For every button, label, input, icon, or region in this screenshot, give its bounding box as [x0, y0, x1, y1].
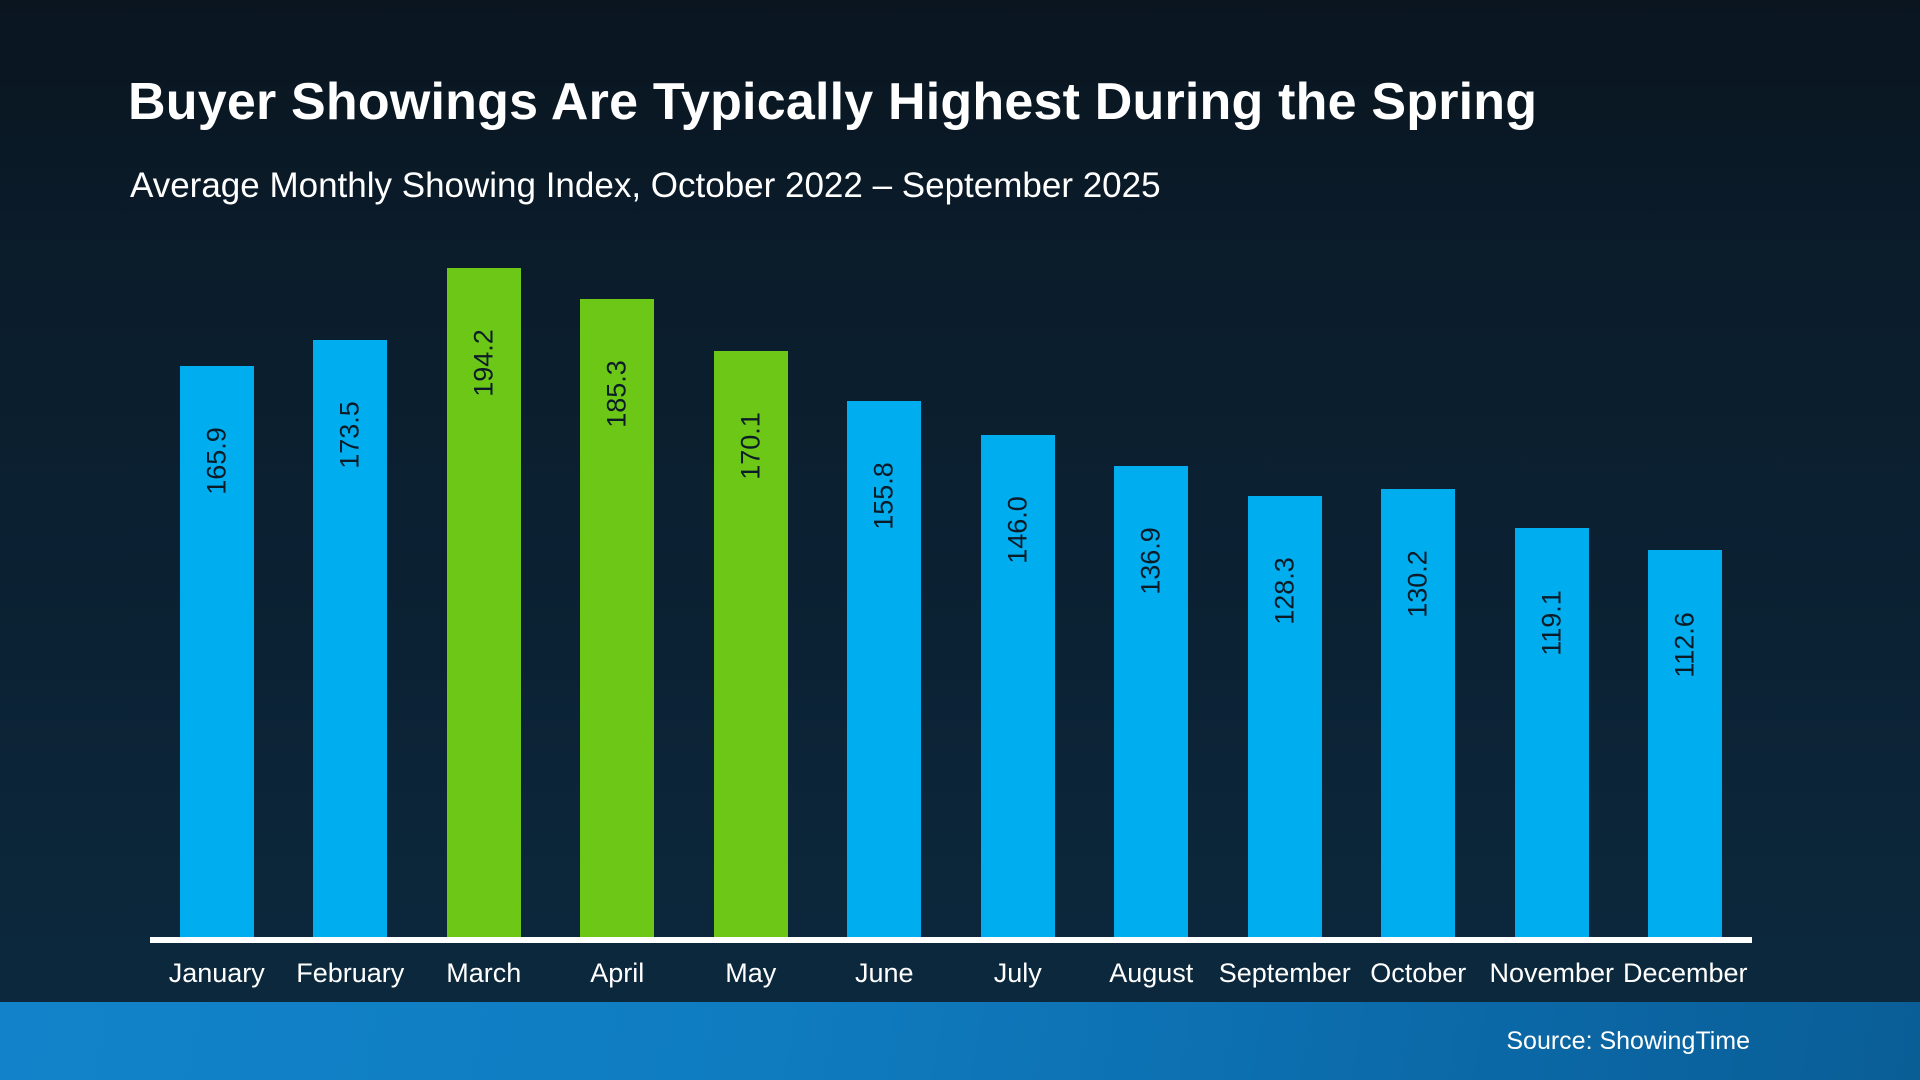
x-axis-label-august: August [1109, 958, 1194, 988]
bar-value-label-march: 194.2 [468, 329, 499, 397]
bar-slot-march: 194.2 [417, 268, 551, 940]
x-axis-label-february: February [296, 958, 405, 988]
bar-october: 130.2 [1381, 489, 1456, 940]
bar-september: 128.3 [1247, 496, 1322, 940]
x-axis-label-july: July [993, 958, 1042, 988]
bar-august: 136.9 [1114, 466, 1189, 940]
bar-may: 170.1 [713, 351, 788, 940]
chart-title: Buyer Showings Are Typically Highest Dur… [128, 73, 1538, 131]
bar-february: 173.5 [313, 340, 388, 940]
bar-value-label-september: 128.3 [1269, 557, 1300, 625]
bar-plot-area: 165.9 173.5 194.2 185.3 170.1 155.8 146.0 136.9… [150, 268, 1752, 940]
x-axis-label-october: October [1370, 958, 1467, 988]
bar-slot-january: 165.9 [150, 268, 284, 940]
x-axis-labels: January February March April May June July Augu… [150, 958, 1752, 989]
bar-slot-july: 146.0 [951, 268, 1085, 940]
bar-value-label-november: 119.1 [1536, 590, 1567, 656]
bar-november: 119.1 [1514, 528, 1589, 940]
bar-value-label-june: 155.8 [868, 462, 899, 530]
bar-june: 155.8 [847, 401, 922, 940]
bar-value-label-july: 146.0 [1002, 496, 1033, 564]
bar-slot-november: 119.1 [1485, 268, 1619, 940]
bar-value-label-april: 185.3 [601, 360, 632, 428]
bar-december: 112.6 [1648, 550, 1723, 940]
bar-march: 194.2 [446, 268, 521, 940]
bar-value-label-january: 165.9 [201, 427, 232, 495]
bar-slot-june: 155.8 [818, 268, 952, 940]
x-axis-label-may: May [725, 958, 777, 988]
bar-slot-august: 136.9 [1085, 268, 1219, 940]
bar-slot-february: 173.5 [284, 268, 418, 940]
bar-value-label-may: 170.1 [735, 412, 766, 480]
bar-january: 165.9 [179, 366, 254, 940]
x-axis-label-september: September [1218, 958, 1351, 988]
bar-value-label-august: 136.9 [1135, 527, 1166, 595]
bar-value-label-february: 173.5 [334, 401, 365, 469]
chart-subtitle: Average Monthly Showing Index, October 2… [130, 166, 1161, 205]
x-axis-label-march: March [446, 958, 522, 988]
x-axis-label-june: June [854, 958, 914, 988]
footer-band: Source: ShowingTime [0, 1002, 1920, 1080]
x-axis-label-january: January [168, 958, 265, 988]
bar-slot-may: 170.1 [684, 268, 818, 940]
x-axis-line [150, 937, 1752, 943]
bar-slot-october: 130.2 [1352, 268, 1486, 940]
bar-july: 146.0 [980, 435, 1055, 940]
x-axis-label-april: April [590, 958, 645, 988]
x-axis-label-november: November [1489, 958, 1615, 988]
bar-slot-december: 112.6 [1619, 268, 1753, 940]
bar-april: 185.3 [580, 299, 655, 940]
bar-value-label-december: 112.6 [1669, 612, 1700, 678]
x-axis-label-december: December [1622, 958, 1748, 988]
source-credit: Source: ShowingTime [1506, 1026, 1750, 1055]
bar-slot-april: 185.3 [551, 268, 685, 940]
bar-value-label-october: 130.2 [1402, 550, 1433, 618]
bar-slot-september: 128.3 [1218, 268, 1352, 940]
